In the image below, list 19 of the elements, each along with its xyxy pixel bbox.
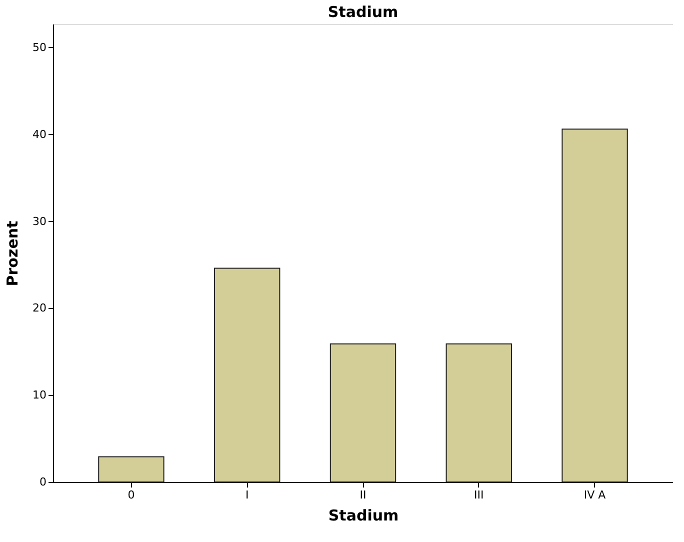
x-tick-label: III (474, 488, 484, 502)
bar (98, 456, 164, 482)
y-tick-label: 40 (32, 128, 46, 141)
bar (214, 268, 280, 482)
bar (446, 343, 512, 482)
y-axis-title: Prozent (4, 220, 22, 286)
chart-title: Stadium (328, 3, 398, 21)
y-tick-label: 10 (32, 388, 46, 402)
x-axis-title: Stadium (328, 506, 399, 524)
bar (330, 343, 396, 482)
y-tick-label: 20 (32, 302, 46, 315)
y-tick-label: 0 (40, 476, 46, 488)
x-tick-label: IV A (584, 488, 606, 502)
x-tick-label: II (360, 488, 366, 502)
y-tick-label: 50 (32, 40, 46, 54)
x-tick-label: 0 (128, 488, 135, 502)
y-tick-label: 30 (32, 214, 46, 228)
bar (562, 128, 628, 482)
x-tick-label: I (245, 488, 249, 502)
